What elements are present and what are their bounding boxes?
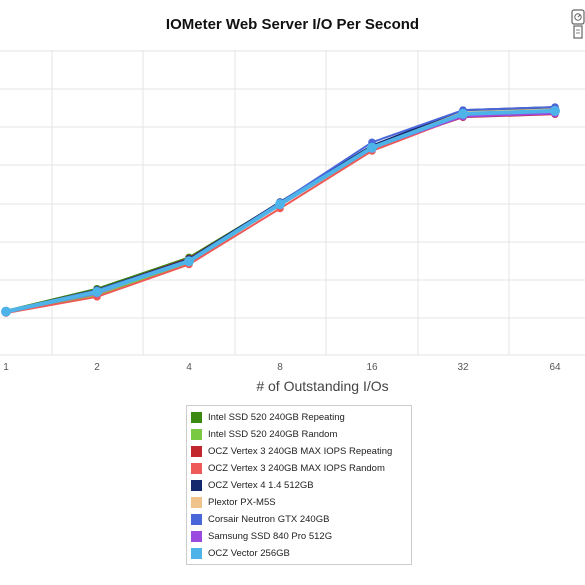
legend-label: OCZ Vertex 3 240GB MAX IOPS Random (208, 463, 385, 474)
legend-swatch (191, 497, 202, 508)
x-tick-label: 2 (94, 362, 100, 373)
series-line (5, 112, 556, 314)
legend-swatch (191, 412, 202, 423)
series-line (5, 113, 556, 313)
legend-label: OCZ Vertex 4 1.4 512GB (208, 480, 314, 491)
legend-swatch (191, 429, 202, 440)
legend: Intel SSD 520 240GB Repeating Intel SSD 5… (186, 405, 412, 565)
data-point (367, 142, 377, 153)
legend-label: Corsair Neutron GTX 240GB (208, 514, 330, 525)
legend-swatch (191, 446, 202, 457)
gridlines (0, 50, 585, 356)
legend-item: Intel SSD 520 240GB Repeating (191, 409, 407, 426)
legend-swatch (191, 531, 202, 542)
legend-swatch (191, 480, 202, 491)
data-point (92, 286, 102, 297)
x-axis-label: # of Outstanding I/Os (256, 378, 389, 394)
legend-item: OCZ Vertex 3 240GB MAX IOPS Random (191, 460, 407, 477)
legend-label: Intel SSD 520 240GB Random (208, 429, 338, 440)
data-point (184, 256, 194, 267)
series-ocz-vertex-3-240gb-max-iops-random (2, 109, 559, 317)
legend-label: OCZ Vertex 3 240GB MAX IOPS Repeating (208, 446, 393, 457)
legend-label: OCZ Vector 256GB (208, 548, 290, 559)
series-intel-ssd-520-240gb-random (2, 109, 559, 317)
series-ocz-vector-256gb (1, 105, 560, 317)
series-samsung-ssd-840-pro-512g (2, 109, 559, 316)
legend-item: OCZ Vertex 4 1.4 512GB (191, 477, 407, 494)
x-tick-label: 16 (366, 362, 378, 373)
data-point (550, 105, 560, 116)
legend-swatch (191, 463, 202, 474)
x-tick-label: 1 (3, 362, 9, 373)
series-ocz-vertex-3-240gb-max-iops-repeating (2, 110, 559, 315)
legend-label: Plextor PX-M5S (208, 497, 276, 508)
legend-swatch (191, 514, 202, 525)
data-point (458, 108, 468, 119)
legend-item: Intel SSD 520 240GB Random (191, 426, 407, 443)
data-point (275, 199, 285, 210)
chart-title: IOMeter Web Server I/O Per Second (165, 16, 420, 33)
legend-label: Samsung SSD 840 Pro 512G (208, 531, 333, 542)
x-tick-labels: 1 2 4 8 16 32 64 (3, 362, 561, 373)
series-line (5, 112, 556, 313)
legend-item: OCZ Vertex 3 240GB MAX IOPS Repeating (191, 443, 407, 460)
series-lines (1, 103, 560, 317)
x-tick-label: 32 (457, 362, 469, 373)
legend-item: Samsung SSD 840 Pro 512G (191, 528, 407, 545)
data-point (1, 306, 11, 317)
legend-item: Plextor PX-M5S (191, 494, 407, 511)
series-line (5, 112, 556, 315)
x-tick-label: 4 (186, 362, 192, 373)
legend-label: Intel SSD 520 240GB Repeating (208, 412, 345, 423)
meter-logo-icon (571, 9, 585, 39)
x-tick-label: 8 (277, 362, 283, 373)
x-tick-label: 64 (549, 362, 561, 373)
legend-item: OCZ Vector 256GB (191, 545, 407, 562)
legend-item: Corsair Neutron GTX 240GB (191, 511, 407, 528)
legend-swatch (191, 548, 202, 559)
